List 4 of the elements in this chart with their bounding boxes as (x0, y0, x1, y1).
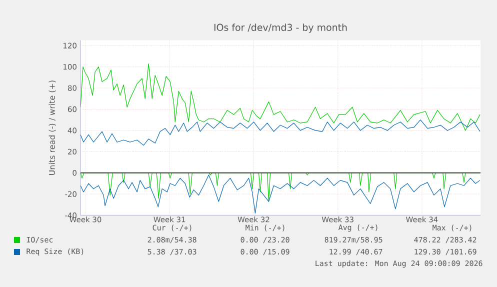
line-series (80, 174, 480, 214)
line-series (80, 63, 480, 131)
line-series (80, 120, 480, 146)
chart-title: IOs for /dev/md3 - by month (214, 24, 347, 33)
